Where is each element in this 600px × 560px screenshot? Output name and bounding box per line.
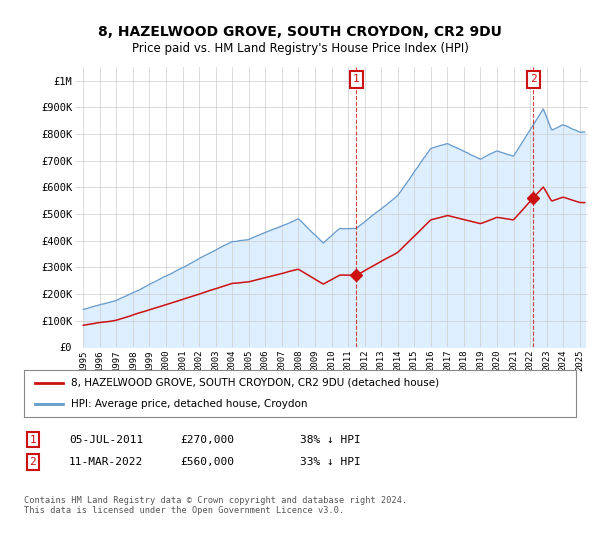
Text: 8, HAZELWOOD GROVE, SOUTH CROYDON, CR2 9DU: 8, HAZELWOOD GROVE, SOUTH CROYDON, CR2 9… [98,25,502,39]
Text: Contains HM Land Registry data © Crown copyright and database right 2024.
This d: Contains HM Land Registry data © Crown c… [24,496,407,515]
Text: 8, HAZELWOOD GROVE, SOUTH CROYDON, CR2 9DU (detached house): 8, HAZELWOOD GROVE, SOUTH CROYDON, CR2 9… [71,378,439,388]
Text: 05-JUL-2011: 05-JUL-2011 [69,435,143,445]
Text: £270,000: £270,000 [180,435,234,445]
Text: 2: 2 [29,457,37,467]
Text: 1: 1 [353,74,359,84]
Text: 2: 2 [530,74,537,84]
Text: HPI: Average price, detached house, Croydon: HPI: Average price, detached house, Croy… [71,399,307,409]
Text: 11-MAR-2022: 11-MAR-2022 [69,457,143,467]
Text: 33% ↓ HPI: 33% ↓ HPI [300,457,361,467]
Text: 38% ↓ HPI: 38% ↓ HPI [300,435,361,445]
Text: £560,000: £560,000 [180,457,234,467]
Text: Price paid vs. HM Land Registry's House Price Index (HPI): Price paid vs. HM Land Registry's House … [131,42,469,55]
Text: 1: 1 [29,435,37,445]
